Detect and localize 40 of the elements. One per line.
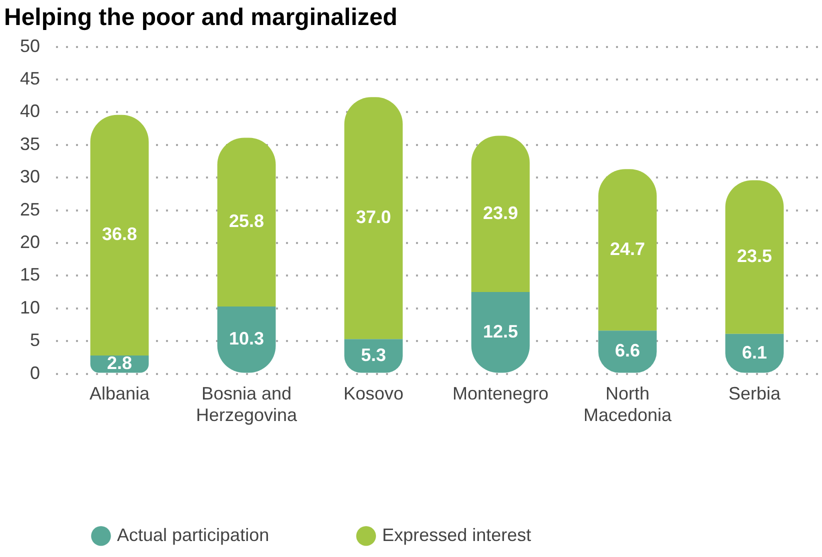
y-tick-label: 50 — [20, 36, 40, 56]
bar — [344, 97, 403, 340]
x-tick-label: Kosovo — [343, 384, 404, 404]
data-label: 5.3 — [360, 344, 386, 365]
y-tick-label: 35 — [20, 134, 40, 154]
bar — [90, 114, 149, 356]
data-label: 23.9 — [482, 202, 518, 223]
data-label: 36.8 — [102, 224, 138, 244]
data-label: 24.7 — [610, 238, 646, 259]
bar — [471, 136, 530, 292]
data-label: 12.5 — [482, 321, 518, 342]
y-tick-label: 25 — [20, 199, 40, 220]
data-label: 6.6 — [614, 340, 640, 361]
bar — [598, 169, 657, 331]
y-tick-label: 20 — [20, 232, 40, 252]
legend-label: Expressed interest — [382, 524, 532, 545]
bar — [344, 339, 403, 373]
x-tick-label: Montenegro — [452, 384, 549, 404]
data-label: 6.1 — [742, 342, 768, 362]
data-label: 37.0 — [356, 207, 392, 228]
x-tick-label: Albania — [89, 384, 151, 404]
legend-label: Actual participation — [117, 524, 270, 545]
y-tick-label: 0 — [30, 362, 40, 383]
data-label: 2.8 — [107, 353, 132, 374]
y-tick-label: 15 — [20, 264, 40, 285]
y-tick-label: 5 — [30, 330, 40, 350]
data-label: 10.3 — [228, 328, 264, 349]
y-tick-label: 30 — [20, 166, 40, 187]
bar — [217, 138, 276, 306]
data-label: 25.8 — [228, 211, 264, 232]
y-tick-label: 40 — [20, 101, 40, 122]
x-tick-label: Bosnia and Herzegovina — [196, 384, 298, 426]
y-tick-label: 10 — [20, 297, 40, 318]
x-tick-label: North Macedonia — [583, 384, 673, 426]
bar — [471, 292, 530, 373]
x-tick-label: Serbia — [728, 384, 782, 404]
y-tick-label: 45 — [20, 68, 40, 88]
bar — [725, 180, 784, 334]
data-label: 23.5 — [736, 246, 772, 266]
chart-title: Helping the poor and marginalized — [4, 4, 398, 32]
